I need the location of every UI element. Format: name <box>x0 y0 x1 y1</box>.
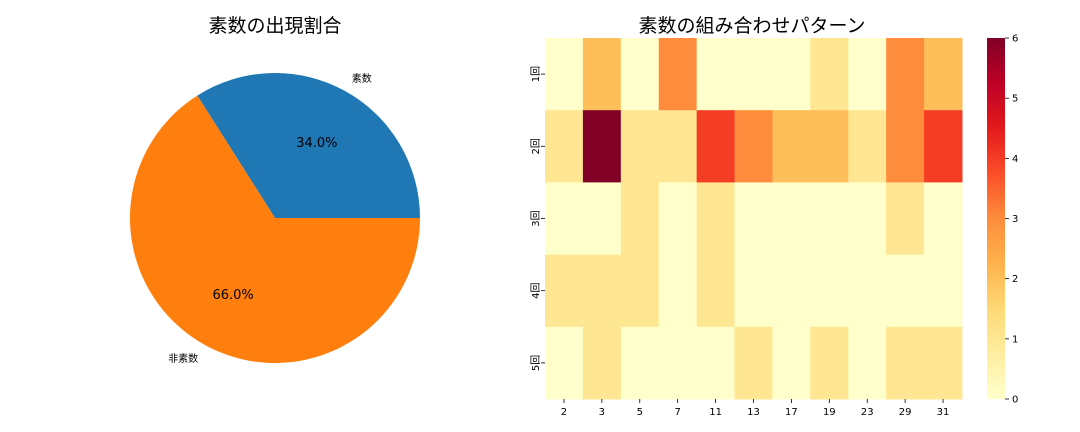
heatmap-cell <box>734 182 773 256</box>
heatmap-cell <box>582 38 622 111</box>
heatmap-cell <box>696 182 736 256</box>
heatmap-cell <box>772 326 811 400</box>
colorbar-tick-label: 1 <box>1012 334 1018 345</box>
heatmap-cell <box>658 254 698 328</box>
heatmap-cell <box>886 182 925 256</box>
heatmap-cell <box>620 38 660 111</box>
x-tick-label: 11 <box>709 407 722 418</box>
heatmap-cell <box>810 182 849 256</box>
heatmap-cell <box>620 110 660 183</box>
pie-percent-label: 66.0% <box>212 288 253 303</box>
heatmap-cell <box>658 110 698 183</box>
colorbar-tick-label: 0 <box>1012 395 1018 406</box>
y-tick-label: 1回 <box>530 66 542 82</box>
heatmap-cell <box>886 38 925 111</box>
heatmap-cell <box>810 38 849 111</box>
heatmap-cell <box>772 182 811 256</box>
heatmap-title: 素数の組み合わせパターン <box>638 15 865 37</box>
heatmap-cell <box>658 182 698 256</box>
heatmap-cell <box>545 326 584 400</box>
heatmap-chart: 素数の組み合わせパターン 2 3 5 7 11 13 17 19 23 29 311回2回3回4回5… <box>530 15 963 418</box>
heatmap-cell <box>772 38 811 111</box>
heatmap-cell <box>734 110 773 183</box>
heatmap-cell <box>582 110 622 183</box>
heatmap-cell <box>848 38 887 111</box>
heatmap-cell <box>734 38 773 111</box>
colorbar-gradient <box>987 38 1005 399</box>
y-tick-label: 3回 <box>530 210 542 226</box>
heatmap-cell <box>924 254 963 328</box>
heatmap-cell <box>545 110 584 183</box>
pie-percent-label: 34.0% <box>296 136 337 151</box>
heatmap-cell <box>582 182 622 256</box>
colorbar-tick-label: 5 <box>1012 94 1018 105</box>
heatmap-cell <box>772 110 811 183</box>
heatmap-cell <box>696 254 736 328</box>
y-tick-label: 2回 <box>530 138 542 154</box>
pie-chart: 素数の出現割合 素数 34.0% 非素数 66.0% <box>129 15 420 365</box>
heatmap-cell <box>545 182 584 256</box>
y-tick-label: 4回 <box>530 283 542 299</box>
pie-label: 非素数 <box>168 352 198 365</box>
x-tick-label: 5 <box>637 407 643 418</box>
heatmap-cell <box>582 326 622 400</box>
heatmap-cell <box>772 254 811 328</box>
heatmap-cell <box>810 326 849 400</box>
heatmap-cell <box>620 182 660 256</box>
heatmap-cell <box>696 110 736 183</box>
heatmap-cell <box>886 326 925 400</box>
heatmap-cell <box>545 38 584 111</box>
colorbar-tick-label: 6 <box>1012 34 1018 45</box>
pie-slice-2 <box>129 95 420 364</box>
heatmap-cell <box>924 110 963 183</box>
pie-slice-1 <box>197 73 420 218</box>
heatmap-cell <box>810 110 849 183</box>
heatmap-cell <box>810 254 849 328</box>
heatmap-cell <box>734 254 773 328</box>
colorbar-tick-label: 3 <box>1012 214 1018 225</box>
x-tick-label: 13 <box>747 407 760 418</box>
heatmap-cell <box>582 254 622 328</box>
x-tick-label: 2 <box>561 407 567 418</box>
heatmap-cell <box>696 38 736 111</box>
heatmap-cell <box>848 182 887 256</box>
heatmap-cell <box>734 326 773 400</box>
pie-chart-title: 素数の出現割合 <box>208 15 341 37</box>
x-tick-label: 3 <box>599 407 605 418</box>
y-tick-label: 5回 <box>530 355 542 371</box>
heatmap-cell <box>848 254 887 328</box>
heatmap-cell <box>620 326 660 400</box>
heatmap-cell <box>924 326 963 400</box>
x-tick-label: 19 <box>823 407 836 418</box>
x-tick-label: 31 <box>937 407 950 418</box>
colorbar-tick-label: 4 <box>1012 154 1018 165</box>
x-tick-label: 23 <box>861 407 874 418</box>
x-tick-label: 17 <box>785 407 798 418</box>
colorbar: 0 1 2 3 4 5 6 <box>987 34 1018 406</box>
heatmap-cell <box>658 326 698 400</box>
x-tick-label: 7 <box>674 407 680 418</box>
heatmap-cell <box>924 38 963 111</box>
heatmap-cell <box>886 110 925 183</box>
heatmap-cell <box>545 254 584 328</box>
heatmap-cell <box>620 254 660 328</box>
heatmap-cell <box>886 254 925 328</box>
pie-label: 素数 <box>352 72 372 85</box>
heatmap-cell <box>696 326 736 400</box>
heatmap-cell <box>924 182 963 256</box>
heatmap-cell <box>658 38 698 111</box>
x-tick-label: 29 <box>899 407 912 418</box>
heatmap-cell <box>848 110 887 183</box>
heatmap-cell <box>848 326 887 400</box>
colorbar-tick-label: 2 <box>1012 274 1018 285</box>
